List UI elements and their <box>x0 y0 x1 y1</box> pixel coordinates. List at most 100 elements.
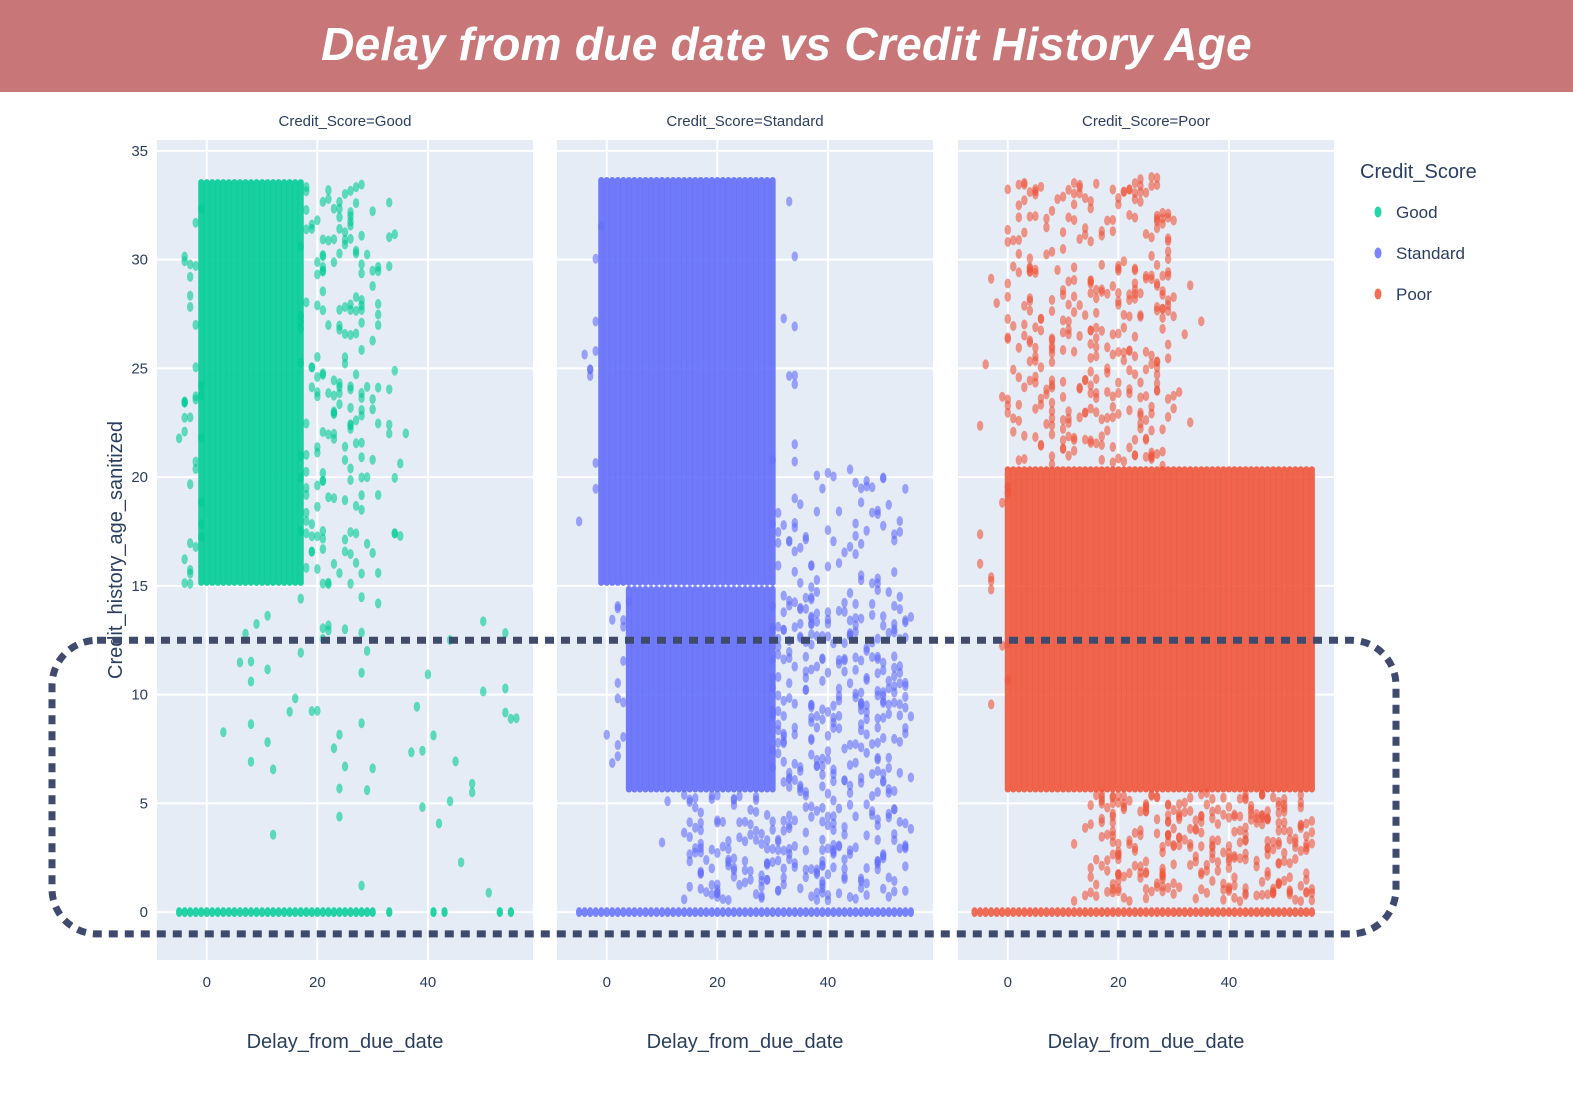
data-point <box>1308 895 1316 906</box>
data-point <box>1236 811 1244 822</box>
data-point <box>841 666 848 677</box>
data-point-column <box>719 585 726 793</box>
data-point <box>336 811 343 822</box>
data-point <box>835 605 843 616</box>
data-point <box>736 879 743 890</box>
data-point <box>1087 352 1094 363</box>
data-point <box>1159 286 1166 297</box>
data-point <box>835 888 843 899</box>
data-point <box>1187 792 1194 803</box>
data-point <box>358 259 365 270</box>
data-point <box>247 676 255 687</box>
data-point <box>1104 215 1111 226</box>
data-point <box>863 878 870 889</box>
data-point <box>708 907 716 918</box>
data-point <box>468 778 476 789</box>
legend-marker <box>1374 247 1382 259</box>
data-point <box>1203 799 1211 810</box>
data-point <box>1021 179 1028 190</box>
data-point <box>303 204 310 215</box>
data-point <box>902 677 909 688</box>
data-point <box>502 707 509 718</box>
data-point <box>341 761 349 772</box>
data-point <box>424 669 432 680</box>
data-point <box>374 320 382 331</box>
data-point <box>269 907 277 918</box>
data-point <box>868 806 876 817</box>
data-point <box>824 895 832 906</box>
data-point <box>1275 807 1282 818</box>
data-point <box>1115 886 1122 897</box>
data-point <box>1010 321 1017 332</box>
data-point <box>341 454 349 465</box>
data-point <box>386 197 393 208</box>
legend-item-standard[interactable]: Standard <box>1374 244 1466 263</box>
data-point <box>1081 229 1089 240</box>
data-point <box>1137 825 1144 836</box>
data-point <box>186 907 194 918</box>
data-point <box>1153 907 1161 918</box>
data-point <box>802 872 810 883</box>
data-point <box>1126 795 1133 806</box>
data-point <box>1004 907 1011 918</box>
data-point <box>1214 857 1222 868</box>
data-point <box>1137 423 1144 434</box>
data-point <box>1093 407 1100 418</box>
data-point <box>885 752 892 763</box>
data-point <box>1081 434 1089 445</box>
data-point <box>664 796 671 807</box>
data-point <box>485 887 492 898</box>
data-point <box>181 397 188 408</box>
data-point <box>1153 881 1161 892</box>
data-point <box>819 714 826 725</box>
data-point <box>902 728 909 739</box>
data-point <box>1087 325 1094 336</box>
data-point <box>692 793 699 804</box>
data-point <box>874 814 881 825</box>
legend-item-poor[interactable]: Poor <box>1374 285 1433 304</box>
data-point-column <box>648 176 654 586</box>
data-point <box>780 815 787 826</box>
data-point <box>1065 316 1072 327</box>
data-point-column <box>259 179 266 586</box>
data-point <box>1192 815 1199 826</box>
data-point <box>1275 825 1282 836</box>
data-point <box>620 697 627 708</box>
data-point <box>708 794 716 805</box>
data-point <box>1264 806 1271 817</box>
data-point <box>1048 357 1056 368</box>
data-point <box>1104 386 1111 397</box>
data-point <box>1292 853 1299 864</box>
data-point <box>1170 215 1177 226</box>
data-point <box>786 535 793 546</box>
data-point <box>308 546 316 557</box>
data-point <box>868 578 876 589</box>
data-point <box>1275 878 1282 889</box>
data-point <box>763 874 771 885</box>
data-point <box>1153 180 1161 191</box>
data-point <box>1275 817 1282 828</box>
data-point <box>1093 854 1100 865</box>
data-point <box>614 907 622 918</box>
data-point <box>1153 259 1161 270</box>
data-point <box>891 687 898 698</box>
data-point <box>1087 288 1094 299</box>
data-point-column <box>1015 466 1022 793</box>
data-point <box>1093 307 1100 318</box>
data-point <box>297 593 304 604</box>
data-point <box>1026 305 1034 316</box>
data-point <box>330 409 338 420</box>
data-point <box>446 796 454 807</box>
data-point-column <box>1248 466 1255 793</box>
legend-item-good[interactable]: Good <box>1374 203 1438 222</box>
data-point <box>358 392 365 403</box>
data-point <box>280 907 288 918</box>
data-point <box>752 834 760 845</box>
data-point <box>708 863 716 874</box>
data-point <box>620 907 627 918</box>
data-point <box>1120 355 1128 366</box>
data-point <box>1109 879 1117 890</box>
data-point <box>1148 359 1155 370</box>
data-point <box>303 224 310 235</box>
data-point <box>1076 907 1083 918</box>
